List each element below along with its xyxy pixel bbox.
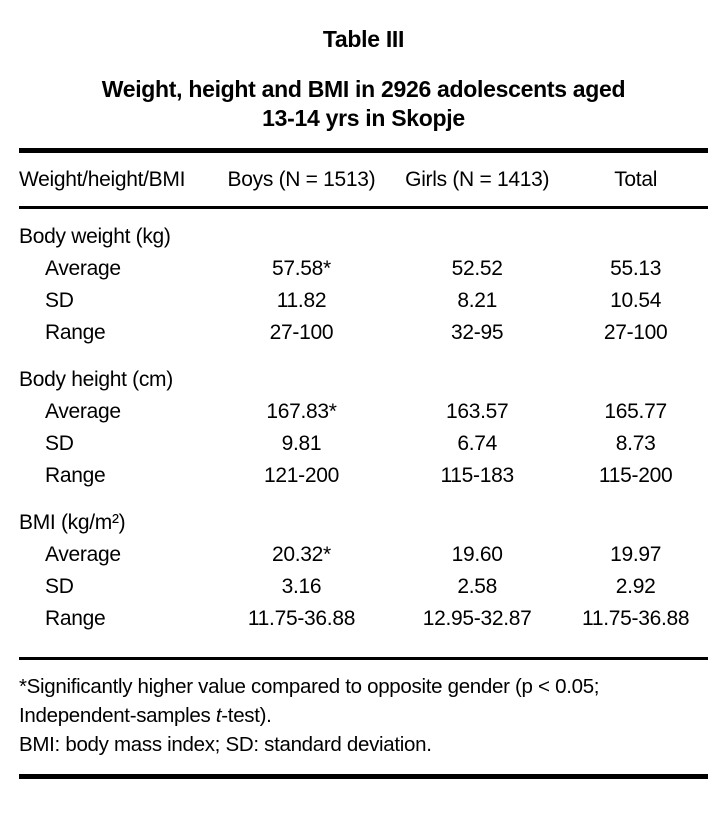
cell-boys: 9.81 <box>281 432 322 455</box>
section-label: Body weight (kg) <box>19 225 171 248</box>
table-footnotes: *Significantly higher value compared to … <box>19 660 708 779</box>
table-row: Average 57.58* 52.52 55.13 <box>19 253 708 285</box>
cell-girls: 12.95-32.87 <box>422 607 532 630</box>
table-row: Average 20.32* 19.60 19.97 <box>19 539 708 571</box>
cell-boys: 57.58* <box>272 257 331 280</box>
row-label: Average <box>45 543 121 566</box>
cell-boys: 167.83* <box>266 400 337 423</box>
section-label: Body height (cm) <box>19 368 173 391</box>
cell-boys: 11.82 <box>276 289 327 312</box>
cell-girls: 8.21 <box>457 289 497 312</box>
cell-total: 11.75-36.88 <box>582 607 690 630</box>
row-label: Average <box>45 400 121 423</box>
cell-girls: 32-95 <box>451 321 504 344</box>
cell-total: 2.92 <box>615 575 656 598</box>
cell-girls: 163.57 <box>445 400 509 423</box>
section-label: BMI (kg/m²) <box>19 511 126 534</box>
section-row-bmi: BMI (kg/m²) <box>19 492 708 539</box>
table-row: Range 27-100 32-95 27-100 <box>19 317 708 349</box>
cell-total: 27-100 <box>603 321 668 344</box>
cell-girls: 6.74 <box>457 432 497 455</box>
column-header-girls: Girls (N = 1413) <box>391 150 564 209</box>
table-row: SD 3.16 2.58 2.92 <box>19 571 708 603</box>
cell-girls: 19.60 <box>451 543 503 566</box>
cell-total: 165.77 <box>604 400 667 423</box>
column-header-total: Total <box>563 150 708 209</box>
row-label: SD <box>45 432 74 455</box>
section-row-body-height: Body height (cm) <box>19 349 708 396</box>
row-label: Range <box>45 321 106 344</box>
table-subtitle: Weight, height and BMI in 2926 adolescen… <box>19 75 708 133</box>
section-row-body-weight: Body weight (kg) <box>19 208 708 254</box>
cell-boys: 121-200 <box>263 464 339 487</box>
cell-total: 55.13 <box>610 257 662 280</box>
table-row: Range 11.75-36.88 12.95-32.87 11.75-36.8… <box>19 603 708 659</box>
statistics-table: Weight/height/BMI Boys (N = 1513) Girls … <box>19 148 708 660</box>
table-number-title: Table III <box>322 26 405 52</box>
table-row: SD 11.82 8.21 10.54 <box>19 285 708 317</box>
table-row: Range 121-200 115-183 115-200 <box>19 460 708 492</box>
table-subtitle-line2: 13-14 yrs in Skopje <box>262 105 465 131</box>
italic-t: t <box>215 704 222 727</box>
cell-girls: 52.52 <box>451 257 503 280</box>
paper-table-sheet: Table III Weight, height and BMI in 2926… <box>19 0 708 779</box>
table-header-row: Weight/height/BMI Boys (N = 1513) Girls … <box>19 150 708 209</box>
cell-boys: 3.16 <box>281 575 322 598</box>
table-row: Average 167.83* 163.57 165.77 <box>19 396 708 428</box>
column-header-boys: Boys (N = 1513) <box>211 150 392 209</box>
table-subtitle-line1: Weight, height and BMI in 2926 adolescen… <box>101 76 626 102</box>
column-header-variable: Weight/height/BMI <box>19 150 212 209</box>
table-row: SD 9.81 6.74 8.73 <box>19 428 708 460</box>
cell-total: 8.73 <box>615 432 656 455</box>
row-label: Average <box>45 257 121 280</box>
row-label: SD <box>45 289 74 312</box>
footnote-significance-line2: Independent-samples t-test). <box>19 704 272 727</box>
cell-total: 10.54 <box>610 289 662 312</box>
cell-boys: 11.75-36.88 <box>247 607 356 630</box>
row-label: Range <box>45 607 106 630</box>
cell-girls: 2.58 <box>457 575 497 598</box>
row-label: Range <box>45 464 106 487</box>
cell-total: 115-200 <box>598 464 673 487</box>
row-label: SD <box>45 575 74 598</box>
footnote-significance-line1: *Significantly higher value compared to … <box>19 675 600 698</box>
cell-boys: 27-100 <box>269 321 334 344</box>
cell-boys: 20.32* <box>272 543 331 566</box>
cell-total: 19.97 <box>610 543 662 566</box>
footnote-abbreviations: BMI: body mass index; SD: standard devia… <box>19 733 432 756</box>
cell-girls: 115-183 <box>440 464 514 487</box>
